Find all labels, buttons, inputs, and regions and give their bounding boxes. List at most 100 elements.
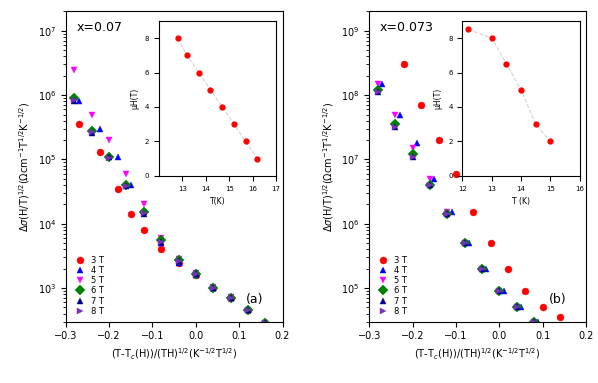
4 T <box>193 273 200 277</box>
3 T <box>435 138 442 142</box>
8 T <box>392 125 399 129</box>
Line: 3 T: 3 T <box>401 61 563 321</box>
7 T <box>193 272 200 277</box>
7 T <box>496 289 503 293</box>
7 T <box>210 285 217 290</box>
3 T <box>193 273 200 277</box>
Line: 5 T: 5 T <box>71 66 269 327</box>
6 T <box>374 88 382 92</box>
8 T <box>496 289 503 293</box>
Line: 4 T: 4 T <box>379 80 559 337</box>
4 T <box>244 308 251 313</box>
5 T <box>530 319 538 324</box>
3 T <box>417 103 425 107</box>
8 T <box>71 97 78 102</box>
6 T <box>513 305 520 310</box>
5 T <box>444 210 451 215</box>
Legend: 3 T, 4 T, 5 T, 6 T, 7 T, 8 T: 3 T, 4 T, 5 T, 6 T, 7 T, 8 T <box>70 254 105 318</box>
6 T <box>105 154 112 159</box>
8 T <box>262 321 269 326</box>
3 T <box>400 62 407 67</box>
5 T <box>262 321 269 326</box>
8 T <box>513 305 520 310</box>
Line: 7 T: 7 T <box>374 89 572 345</box>
Line: 4 T: 4 T <box>75 98 269 327</box>
3 T <box>244 308 251 313</box>
8 T <box>409 154 416 159</box>
4 T <box>483 267 490 271</box>
5 T <box>158 236 165 241</box>
Line: 5 T: 5 T <box>374 80 572 345</box>
3 T <box>158 247 165 252</box>
5 T <box>89 112 96 117</box>
8 T <box>530 319 538 324</box>
3 T <box>469 210 477 215</box>
6 T <box>548 331 555 336</box>
8 T <box>175 259 182 263</box>
6 T <box>123 183 130 187</box>
Line: 6 T: 6 T <box>374 87 572 345</box>
7 T <box>444 212 451 217</box>
7 T <box>89 131 96 135</box>
6 T <box>227 295 234 300</box>
8 T <box>565 339 572 344</box>
6 T <box>426 183 434 187</box>
6 T <box>478 267 486 271</box>
6 T <box>565 339 572 344</box>
5 T <box>105 138 112 142</box>
5 T <box>461 241 468 246</box>
8 T <box>461 241 468 246</box>
6 T <box>262 321 269 326</box>
8 T <box>478 267 486 271</box>
3 T <box>556 315 563 320</box>
7 T <box>530 319 538 324</box>
4 T <box>97 126 104 131</box>
3 T <box>140 228 148 232</box>
6 T <box>210 285 217 290</box>
Line: 8 T: 8 T <box>374 89 572 345</box>
3 T <box>127 212 135 217</box>
4 T <box>158 241 165 246</box>
5 T <box>409 146 416 151</box>
8 T <box>444 212 451 217</box>
8 T <box>89 129 96 134</box>
4 T <box>140 210 148 215</box>
Text: x=0.07: x=0.07 <box>77 21 123 34</box>
8 T <box>244 308 251 313</box>
5 T <box>193 271 200 276</box>
3 T <box>210 286 217 290</box>
4 T <box>175 260 182 265</box>
7 T <box>426 183 434 187</box>
5 T <box>374 82 382 86</box>
7 T <box>548 331 555 336</box>
6 T <box>392 122 399 127</box>
Line: 6 T: 6 T <box>71 95 269 327</box>
7 T <box>392 125 399 129</box>
7 T <box>565 339 572 344</box>
4 T <box>127 183 135 187</box>
4 T <box>114 154 121 159</box>
5 T <box>123 172 130 176</box>
6 T <box>158 238 165 243</box>
3 T <box>75 122 83 127</box>
Line: 8 T: 8 T <box>71 96 269 327</box>
4 T <box>379 82 386 86</box>
7 T <box>175 259 182 264</box>
6 T <box>530 319 538 324</box>
7 T <box>140 212 148 217</box>
5 T <box>426 177 434 181</box>
6 T <box>89 128 96 133</box>
8 T <box>548 331 555 336</box>
4 T <box>210 286 217 290</box>
5 T <box>140 202 148 207</box>
6 T <box>461 241 468 246</box>
7 T <box>409 154 416 159</box>
8 T <box>158 239 165 244</box>
5 T <box>478 267 486 271</box>
Line: 3 T: 3 T <box>75 121 269 327</box>
4 T <box>448 210 455 215</box>
8 T <box>193 272 200 277</box>
5 T <box>210 285 217 289</box>
3 T <box>227 296 234 300</box>
7 T <box>123 184 130 189</box>
